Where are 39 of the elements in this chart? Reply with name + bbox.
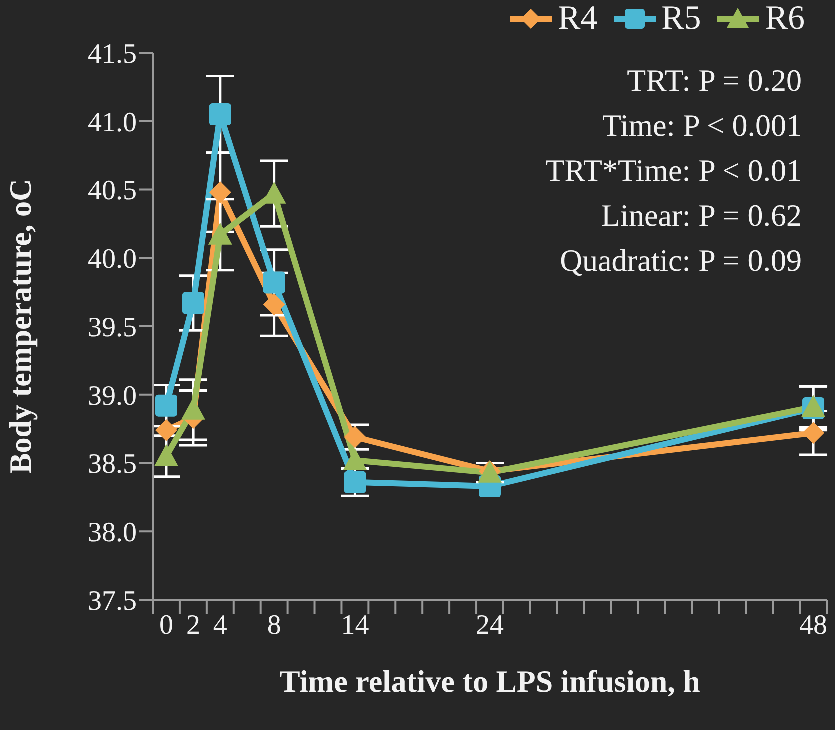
y-tick-label: 37.5 [88,586,137,617]
annotation: Linear: P = 0.62 [600,197,802,235]
point [155,419,178,442]
legend-label: R6 [764,0,805,38]
x-tick-label: 8 [267,610,282,641]
annotation: Quadratic: P = 0.09 [559,242,802,280]
legend-label: R4 [556,0,598,38]
annotation: TRT*Time: P < 0.01 [546,152,802,190]
y-tick-label: 41.0 [88,107,137,138]
y-tick-label: 40.5 [88,176,137,207]
point [802,422,825,444]
annotation: TRT: P = 0.20 [626,62,802,100]
point [209,104,232,126]
y-tick-label: 41.5 [88,38,137,70]
point [209,181,232,204]
point [208,222,232,245]
x-tick-label: 24 [476,610,504,641]
x-axis-title: Time relative to LPS infusion, h [280,664,700,699]
point [344,471,366,494]
y-tick-label: 39.0 [88,380,137,412]
x-tick-label: 14 [341,610,370,641]
point [344,426,366,448]
x-tick-label: 48 [800,610,828,641]
y-tick-label: 38.0 [88,518,137,549]
point [182,292,204,314]
point [155,394,178,417]
y-tick-label: 40.0 [88,244,137,276]
x-tick-label: 0 [159,610,174,641]
x-tick-label: 2 [186,610,200,641]
legend-label: R5 [660,0,702,38]
annotation: Time: P < 0.001 [601,107,802,145]
point [263,272,286,294]
point [263,294,286,316]
y-axis-title: Body temperature, oC [3,179,38,474]
y-tick-label: 39.5 [88,312,137,344]
y-tick-label: 38.5 [88,449,137,480]
point [154,444,178,466]
point [343,448,368,471]
x-tick-label: 4 [213,610,228,641]
